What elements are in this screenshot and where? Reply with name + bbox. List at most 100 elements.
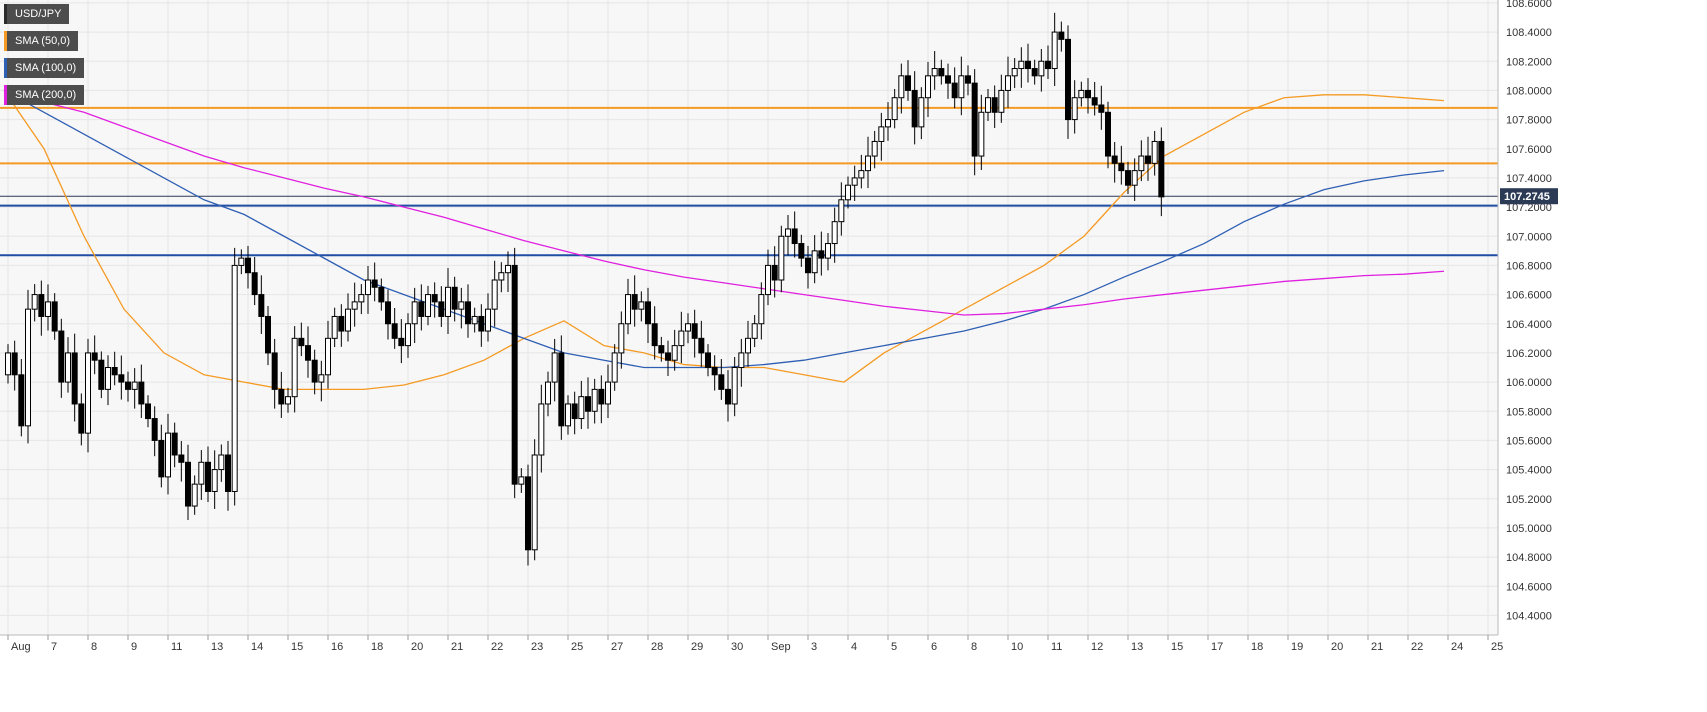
candle-body: [785, 228, 791, 237]
candle-body: [711, 367, 718, 376]
candle-body: [338, 315, 345, 332]
candle-body: [745, 337, 751, 354]
x-tick-label: 17: [1211, 641, 1223, 653]
candle-body: [898, 75, 905, 99]
candle-body: [1158, 140, 1165, 198]
candle-body: [1025, 60, 1031, 70]
candle-body: [1011, 68, 1018, 77]
legend-label: SMA (50,0): [15, 35, 71, 47]
x-tick-label: 11: [171, 641, 182, 653]
candle-body: [351, 301, 358, 310]
candle-body: [691, 323, 698, 339]
candle-body: [98, 359, 105, 390]
candle-body: [91, 352, 98, 361]
legend-item-sma100[interactable]: SMA (100,0): [4, 58, 85, 78]
candle-body: [51, 301, 58, 332]
candle-body: [598, 388, 605, 405]
candle-body: [1105, 111, 1111, 157]
legend-item-usdjpy[interactable]: USD/JPY: [4, 4, 70, 24]
candle-body: [425, 294, 431, 317]
candle-body: [1065, 38, 1071, 121]
candle-body: [891, 97, 898, 121]
x-tick-label: 4: [851, 641, 857, 653]
y-tick-label: 107.0000: [1506, 231, 1552, 243]
y-tick-label: 106.0000: [1506, 377, 1552, 389]
candle-body: [878, 126, 885, 142]
candle-body: [865, 155, 871, 172]
candle-body: [538, 403, 545, 456]
candle-body: [38, 294, 45, 317]
x-tick-label: 21: [451, 641, 463, 653]
candle-body: [831, 221, 838, 245]
candle-body: [5, 352, 11, 376]
candle-body: [1131, 170, 1138, 186]
candle-body: [1085, 89, 1091, 99]
candle-body: [491, 279, 498, 310]
candle-body: [258, 294, 265, 317]
candle-body: [1051, 31, 1058, 70]
candle-body: [938, 68, 945, 77]
candle-body: [651, 323, 658, 347]
y-tick-label: 106.2000: [1506, 348, 1552, 360]
candle-body: [178, 454, 185, 463]
level-lines: [0, 106, 1498, 257]
candle-body: [945, 75, 951, 84]
candle-body: [918, 97, 925, 128]
candle-body: [771, 264, 778, 281]
sma-200-line: [3, 89, 1445, 316]
x-tick-label: 15: [1171, 641, 1183, 653]
candle-body: [298, 337, 305, 347]
x-tick-label: 15: [291, 641, 303, 653]
candle-body: [498, 272, 505, 281]
candle-body: [1091, 97, 1098, 106]
y-tick-label: 105.2000: [1506, 494, 1552, 506]
candle-body: [151, 418, 158, 441]
candle-body: [965, 75, 971, 84]
x-tick-label: 5: [891, 641, 897, 653]
legend-label: USD/JPY: [15, 8, 62, 20]
candle-body: [311, 359, 318, 383]
candle-body: [191, 483, 198, 507]
y-tick-label: 105.8000: [1506, 406, 1552, 418]
y-tick-label: 107.2000: [1506, 202, 1552, 214]
candle-body: [138, 381, 145, 405]
candle-body: [251, 272, 258, 296]
candle-body: [525, 476, 531, 551]
candle-body: [665, 352, 671, 361]
x-tick-label: 13: [1131, 641, 1143, 653]
legend-item-sma50[interactable]: SMA (50,0): [4, 31, 79, 51]
candle-body: [385, 301, 391, 325]
candle-body: [125, 381, 131, 390]
candle-body: [585, 396, 591, 412]
candle-body: [825, 243, 831, 259]
candle-body: [1045, 60, 1051, 70]
candle-body: [458, 301, 465, 310]
y-tick-label: 106.4000: [1506, 319, 1552, 331]
candle-body: [271, 352, 278, 390]
legend-swatch: [4, 58, 7, 78]
candle-body: [731, 367, 738, 405]
candle-body: [705, 352, 711, 368]
candle-body: [391, 323, 398, 339]
y-tick-label: 106.6000: [1506, 290, 1552, 302]
candle-body: [418, 301, 425, 317]
candle-body: [685, 323, 691, 332]
candle-body: [58, 330, 65, 383]
candle-body: [1145, 155, 1151, 164]
x-tick-label: Sep: [771, 641, 791, 653]
legend-item-sma200[interactable]: SMA (200,0): [4, 85, 85, 105]
candle-body: [978, 111, 985, 157]
candle-body: [1031, 68, 1038, 77]
candle-body: [185, 461, 191, 507]
x-tick-label: Aug: [11, 641, 31, 653]
candle-body: [958, 75, 965, 99]
candle-body: [105, 367, 111, 390]
x-tick-label: 25: [571, 641, 583, 653]
candle-body: [871, 140, 878, 157]
candle-body: [78, 403, 85, 434]
candle-body: [1111, 155, 1118, 164]
y-tick-label: 108.2000: [1506, 56, 1552, 68]
candle-body: [991, 97, 998, 113]
x-tick-label: 28: [651, 641, 663, 653]
candle-body: [818, 250, 825, 259]
